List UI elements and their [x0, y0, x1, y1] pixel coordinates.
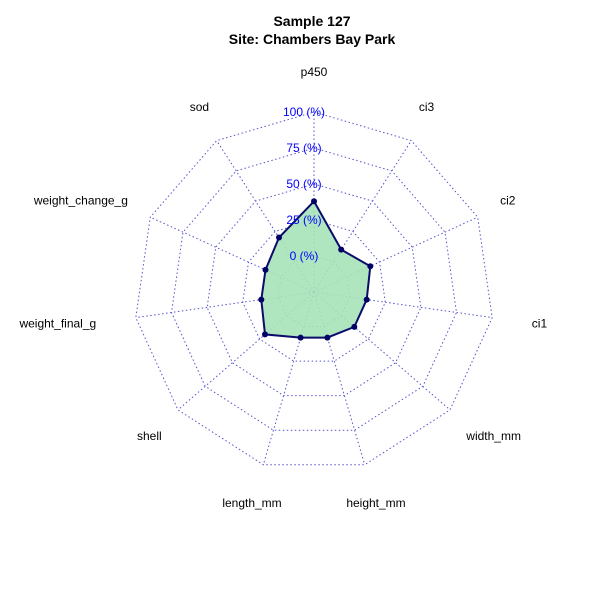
axis-label-length_mm: length_mm — [222, 496, 281, 510]
axis-label-width_mm: width_mm — [465, 429, 521, 443]
data-point-sod — [276, 234, 282, 241]
axis-label-shell: shell — [137, 429, 162, 443]
data-point-ci2 — [367, 263, 374, 270]
data-point-p450 — [311, 198, 317, 205]
grid-ring-75 — [170, 147, 458, 431]
axis-labels: p450 ci3 ci2 ci1 width_mm height_mm length_mm s… — [18, 65, 547, 510]
axis-label-weight_final_g: weight_final_g — [18, 316, 96, 330]
data-point-height_mm — [324, 334, 331, 341]
data-series — [258, 198, 374, 341]
data-point-weight_final_g — [258, 296, 265, 303]
axis-label-ci3: ci3 — [419, 100, 435, 114]
data-point-ci3 — [338, 246, 345, 253]
axis-label-p450: p450 — [301, 65, 328, 79]
data-point-weight_change_g — [262, 266, 269, 273]
data-point-ci1 — [363, 296, 370, 303]
data-point-shell — [262, 331, 268, 338]
axis-label-weight_change_g: weight_change_g — [33, 194, 128, 208]
tick-label-50: 50 (%) — [286, 177, 321, 191]
series-area — [260, 199, 372, 339]
chart-title: Sample 127 — [273, 13, 350, 29]
axis-label-ci1: ci1 — [532, 316, 548, 330]
axis-label-height_mm: height_mm — [346, 496, 405, 510]
radial-tick-labels: 0 (%) 25 (%) 50 (%) 75 (%) 100 (%) — [283, 105, 325, 263]
tick-label-25: 25 (%) — [286, 213, 321, 227]
data-point-length_mm — [297, 334, 304, 341]
chart-subtitle: Site: Chambers Bay Park — [229, 31, 396, 47]
tick-label-0: 0 (%) — [290, 249, 319, 263]
axis-label-ci2: ci2 — [500, 194, 516, 208]
tick-label-100: 100 (%) — [283, 105, 325, 119]
axis-label-sod: sod — [190, 100, 209, 114]
data-point-width_mm — [351, 323, 358, 330]
tick-label-75: 75 (%) — [286, 141, 321, 155]
